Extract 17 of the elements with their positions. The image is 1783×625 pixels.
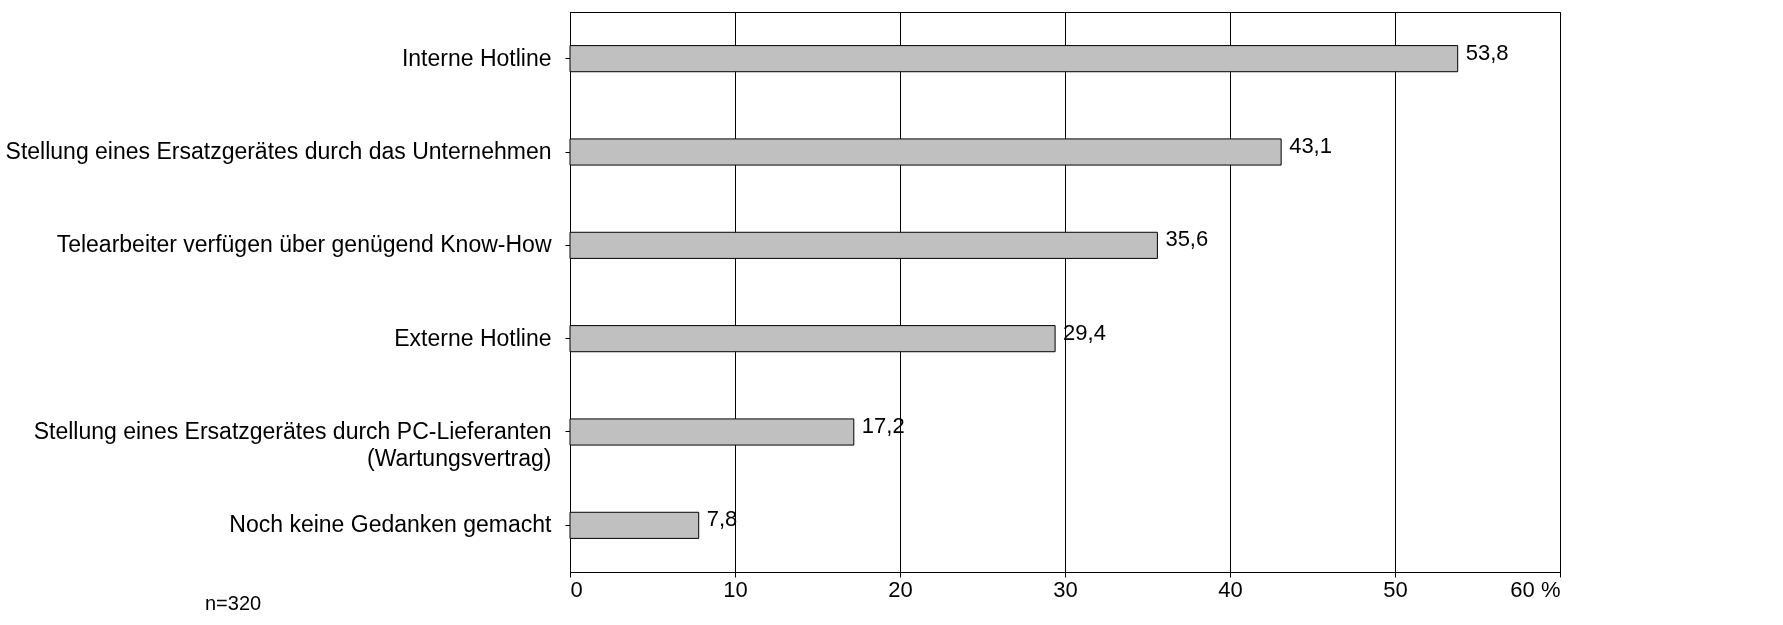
x-tick-label: 50 [1383, 576, 1408, 602]
x-tick-label: 0 [570, 576, 583, 602]
data-label: 43,1 [1289, 133, 1332, 158]
y-tick-label: Noch keine Gedanken gemacht [229, 511, 553, 538]
y-tick-label: Externe Hotline [394, 324, 552, 351]
data-label: 35,6 [1165, 226, 1209, 252]
y-tick-label: Telearbeiter verfügen über genügend Know-How [56, 231, 552, 258]
y-tick-label: Interne Hotline [401, 44, 552, 71]
y-tick-label: Stellung eines Ersatzgerätes durch das Unternehmen [5, 138, 552, 164]
x-tick-label: 60 % [1510, 576, 1561, 602]
x-tick-label: 20 [888, 576, 913, 602]
data-label: 53,8 [1465, 39, 1509, 65]
x-tick-label: 40 [1218, 576, 1243, 602]
text: n=320 [205, 592, 262, 615]
x-tick-label: 30 [1053, 576, 1078, 602]
x-tick-label: 10 [723, 576, 748, 602]
y-tick-label: Stellung eines Ersatzgerätes durch PC-Lieferanten (Wartungsvertrag) [33, 418, 552, 471]
